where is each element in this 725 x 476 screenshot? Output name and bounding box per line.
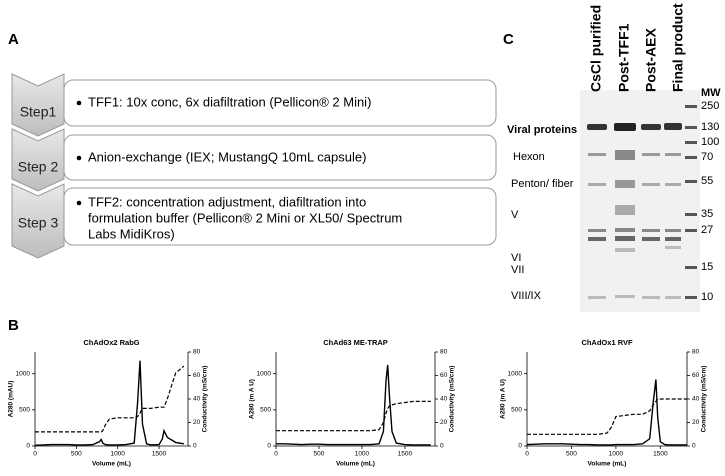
lane-label: CsCl purified [588,5,604,92]
mw-label: 35 [701,208,713,220]
x-tick-label: 1000 [355,451,370,458]
x-axis-label: Volume (mL) [92,461,131,468]
y2-tick-label: 0 [692,443,696,450]
x-tick-label: 1000 [110,451,125,458]
x-tick-label: 1500 [152,451,167,458]
y2-tick-label: 0 [440,443,444,450]
chart-title: ChAdOx2 RabG [83,338,139,347]
y-tick-label: 1000 [508,370,523,377]
y-tick-label: 1000 [257,370,272,377]
y-axis-label: A280 (m A U) [249,379,256,419]
x-tick-label: 1000 [609,451,624,458]
mw-label: 70 [701,151,713,163]
chart-title: ChAdOx1 RVF [581,338,633,347]
step-label: Step 2 [18,159,59,175]
step-label: Step1 [20,104,57,120]
y2-tick-label: 80 [692,349,700,356]
gel-bands [587,105,697,299]
mw-label: 100 [701,136,719,148]
y2-tick-label: 40 [692,396,700,403]
panel-label: C [503,31,514,48]
mw-label: 10 [701,291,713,303]
y2-tick-label: 40 [440,396,448,403]
x-axis-label: Volume (mL) [336,461,375,468]
conductivity-line [35,365,185,433]
y-axis-label: A280 (mAU) [8,381,15,418]
y2-tick-label: 80 [193,349,201,356]
gel-panel: CsCl purified Post-TFF1 Post-AEX Final prod… [507,3,721,312]
step-text: TFF2: concentration adjustment, diafiltr… [88,194,366,209]
y2-tick-label: 60 [440,372,448,379]
x-tick-label: 1500 [398,451,413,458]
y2-tick-label: 60 [692,372,700,379]
lane-label: Post-AEX [643,28,659,92]
conductivity-line [276,400,431,432]
lane-label: Final product [670,3,686,92]
gel [580,90,700,312]
absorbance-line [276,364,431,446]
y2-axis-label: Conductivity (mS/cm) [202,366,209,433]
chart-title: ChAd63 ME-TRAP [323,338,388,347]
protein-label: V [511,209,519,221]
x-tick-label: 0 [33,451,37,458]
bullet [76,155,82,161]
step-text: formulation buffer (Pellicon® 2 Mini or … [88,210,402,225]
y-tick-label: 0 [267,443,271,450]
step-chevron [11,183,65,259]
step-chevron [11,128,65,192]
protein-label: VII [511,264,524,276]
y2-tick-label: 80 [440,349,448,356]
y2-tick-label: 20 [193,419,201,426]
y-tick-label: 0 [26,443,30,450]
x-tick-label: 500 [71,451,82,458]
y2-tick-label: 40 [193,396,201,403]
y2-tick-label: 20 [692,419,700,426]
y-tick-label: 500 [260,407,271,414]
protein-label: Penton/ fiber [511,178,574,190]
lane-label: Post-TFF1 [616,23,632,92]
y2-tick-label: 20 [440,419,448,426]
absorbance-line [526,379,687,446]
x-tick-label: 500 [566,451,577,458]
conductivity-line [527,398,687,435]
section-title: Viral proteins [507,124,577,136]
x-tick-label: 1500 [653,451,668,458]
protein-label: Hexon [513,151,545,163]
step-text: TFF1: 10x conc, 6x diafiltration (Pellic… [88,94,371,109]
y2-tick-label: 60 [193,372,201,379]
workflow: Step1 Step 2 Step 3 TFF1: 10x conc, 6x d… [11,73,497,259]
x-axis-label: Volume (mL) [588,461,627,468]
step-text: Labs MidiKros) [88,226,175,241]
protein-label: VI [511,252,521,264]
protein-label: VIII/IX [511,290,542,302]
bullet [76,200,82,206]
y2-tick-label: 0 [193,443,197,450]
y-tick-label: 1000 [16,370,31,377]
bullet [76,100,82,106]
step-label: Step 3 [18,215,59,231]
y2-axis-label: Conductivity (mS/cm) [701,366,708,433]
mw-title: MW [701,87,721,99]
y-tick-label: 0 [518,443,522,450]
step-chevron [11,73,65,137]
y2-axis-label: Conductivity (mS/cm) [449,366,456,433]
step-text: Anion-exchange (IEX; MustangQ 10mL capsu… [88,149,366,164]
mw-label: 27 [701,224,713,236]
x-tick-label: 500 [314,451,325,458]
x-tick-label: 0 [274,451,278,458]
x-tick-label: 0 [525,451,529,458]
panel-label: A [8,31,19,48]
mw-label: 130 [701,121,719,133]
y-axis-label: A280 (m A U) [500,379,507,419]
y-tick-label: 500 [511,407,522,414]
mw-label: 15 [701,261,713,273]
panel-label: B [8,317,19,334]
mw-label: 55 [701,175,713,187]
mw-label: 250 [701,100,719,112]
absorbance-line [34,360,185,446]
y-tick-label: 500 [19,407,30,414]
